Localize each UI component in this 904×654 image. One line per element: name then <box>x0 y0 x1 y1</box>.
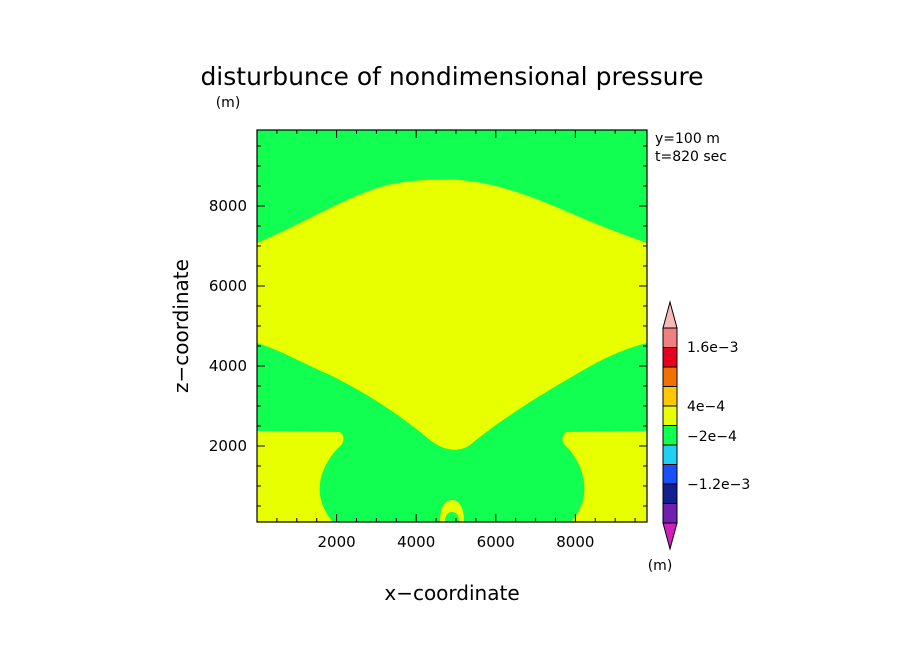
colorbar-label-1: 4e−4 <box>687 399 725 415</box>
colorbar-cell <box>662 425 678 446</box>
axes: 2000 4000 6000 8000 2000 4000 6000 8000 <box>209 130 647 551</box>
region-lower-left <box>257 431 344 522</box>
x-axis-label: x−coordinate <box>384 581 519 605</box>
colorbar-cell <box>662 464 678 485</box>
x-tick-label: 2000 <box>317 533 355 551</box>
colorbar-unit: (m) <box>648 558 673 574</box>
x-tick-label: 8000 <box>556 533 594 551</box>
colorbar-cell <box>662 327 678 348</box>
colorbar-cell <box>662 300 678 329</box>
colorbar-cell <box>662 386 678 407</box>
y-tick-label: 2000 <box>209 437 247 455</box>
y-axis-label: z−coordinate <box>169 259 193 393</box>
y-tick-label: 4000 <box>209 357 247 375</box>
x-tick-label: 4000 <box>397 533 435 551</box>
colorbar-cell <box>662 405 678 426</box>
chart-title: disturbunce of nondimensional pressure <box>200 62 703 91</box>
annotation-y: y=100 m <box>655 131 720 147</box>
colorbar-label-3: −1.2e−3 <box>687 477 750 493</box>
colorbar-cell <box>662 347 678 368</box>
colorbar-cell <box>662 503 678 524</box>
y-tick-label: 8000 <box>209 197 247 215</box>
colorbar-label-0: 1.6e−3 <box>687 340 739 356</box>
colorbar-cell <box>662 444 678 465</box>
colorbar-cell <box>662 483 678 504</box>
region-upper-dome <box>257 179 647 450</box>
colorbar-cell <box>662 366 678 387</box>
annotation-t: t=820 sec <box>655 149 727 165</box>
colorbar <box>662 300 678 551</box>
y-tick-label: 6000 <box>209 277 247 295</box>
x-tick-label: 6000 <box>477 533 515 551</box>
region-lower-right <box>562 431 647 522</box>
colorbar-label-2: −2e−4 <box>687 429 737 445</box>
y-unit-label: (m) <box>216 95 241 111</box>
colorbar-cell <box>662 522 678 551</box>
plot-area <box>256 129 648 523</box>
